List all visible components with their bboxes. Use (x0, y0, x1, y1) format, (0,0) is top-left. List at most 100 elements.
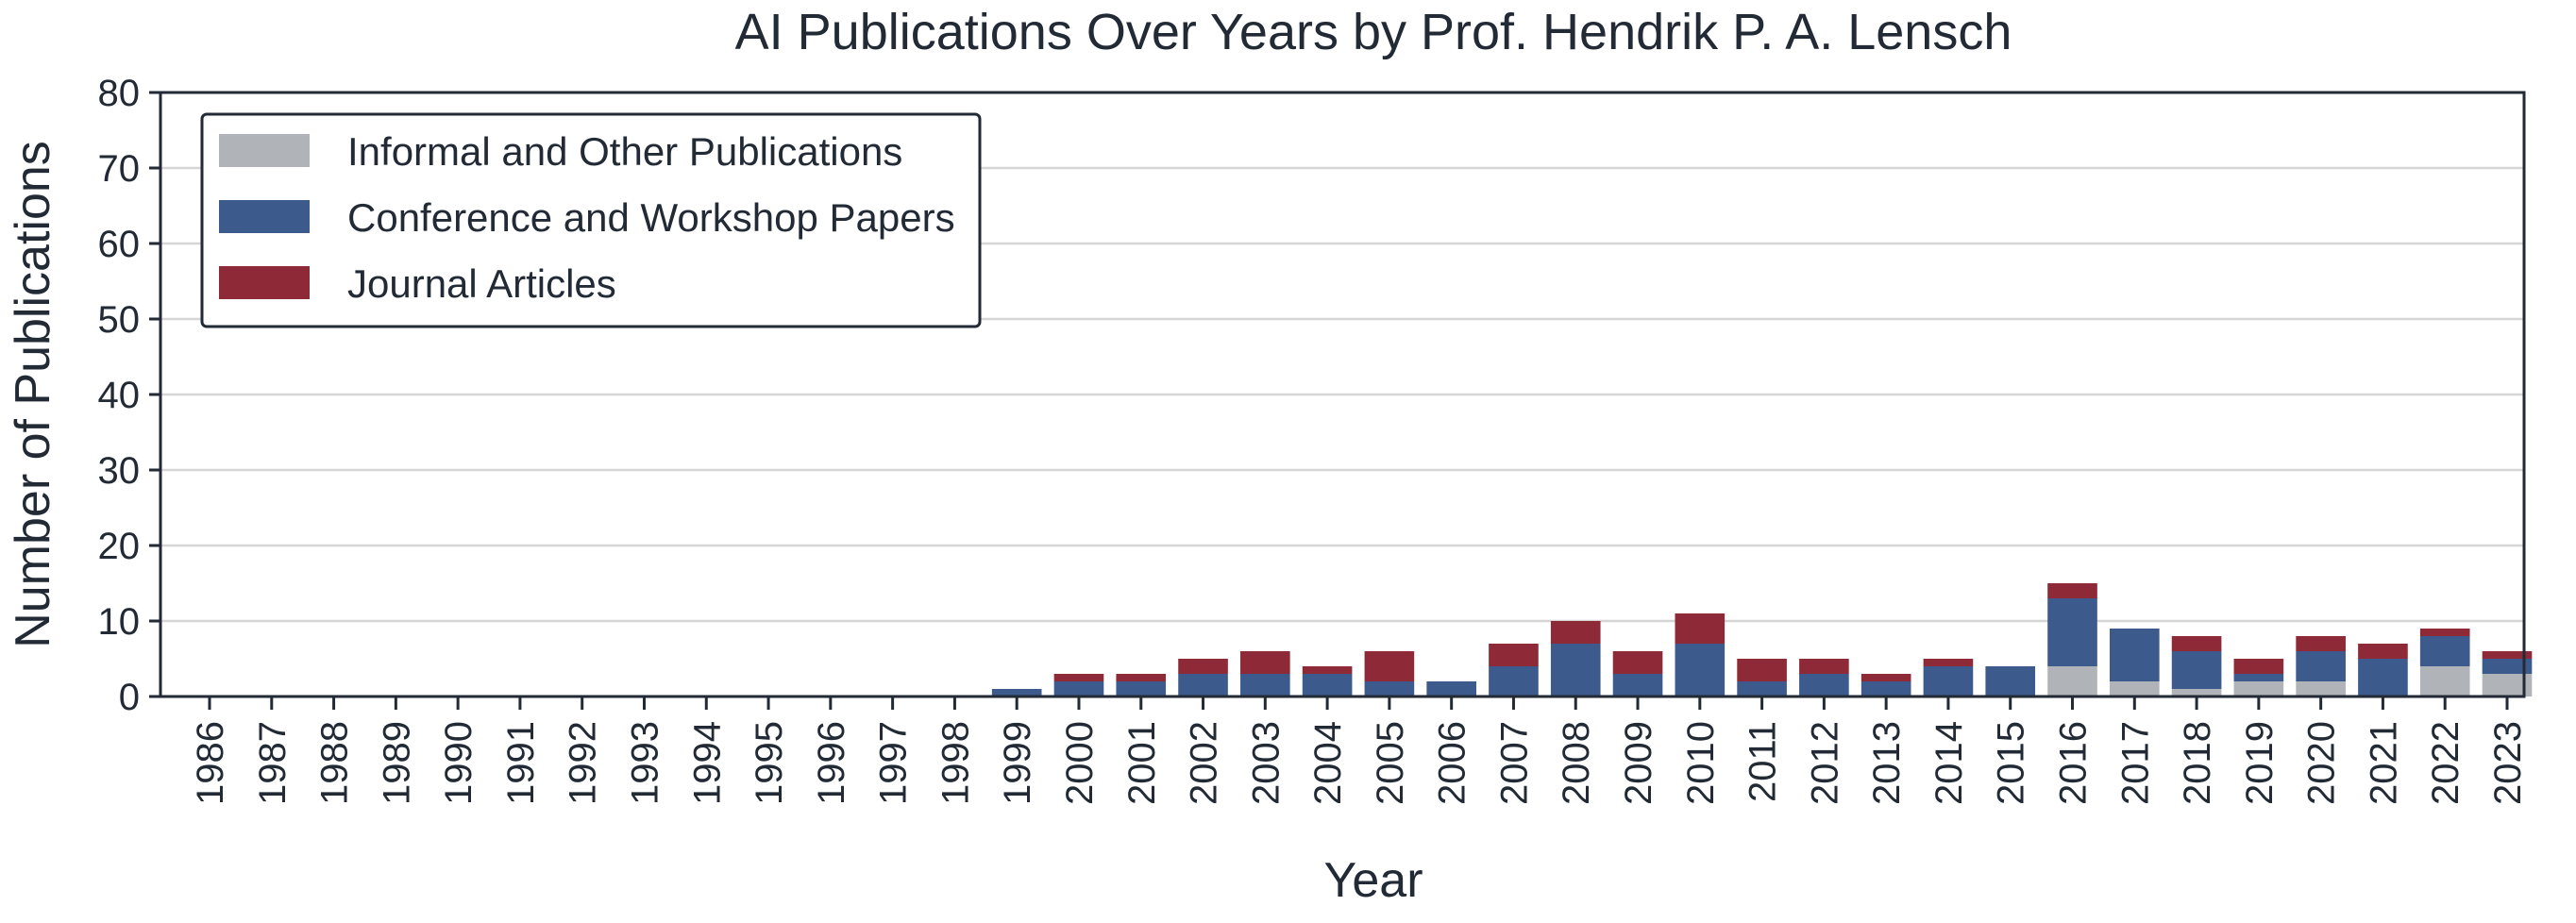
bar-segment-2007-series-1 (1489, 666, 1539, 696)
bar-segment-2008-series-1 (1550, 644, 1601, 696)
bar-segment-2018-series-1 (2171, 651, 2222, 689)
x-tick-label: 1995 (749, 721, 790, 805)
x-tick-label: 1996 (811, 721, 852, 805)
x-tick-label: 2001 (1121, 721, 1163, 805)
x-tick-label: 1997 (873, 721, 915, 805)
bar-segment-2000-series-1 (1053, 681, 1104, 696)
x-tick-label: 2023 (2487, 721, 2529, 805)
legend-label: Conference and Workshop Papers (347, 195, 955, 240)
bar-segment-2013-series-2 (1860, 674, 1911, 681)
legend: Informal and Other Publications Conferenc… (200, 112, 982, 328)
x-tick-label: 2022 (2425, 721, 2467, 805)
bar-segment-2014-series-2 (1923, 659, 1974, 666)
bar-segment-2020-series-1 (2296, 651, 2346, 681)
bar-segment-2017-series-1 (2109, 629, 2160, 681)
x-tick-label: 2004 (1307, 721, 1349, 805)
x-axis-label: Year (1323, 853, 1423, 908)
bar-segment-2015-series-1 (1985, 666, 2036, 696)
bar-segment-2022-series-0 (2419, 666, 2470, 696)
legend-label: Journal Articles (347, 261, 616, 306)
x-tick-label: 2002 (1184, 721, 1225, 805)
bar-segment-2011-series-1 (1737, 681, 1787, 696)
y-tick-label: 10 (98, 601, 141, 643)
x-tick-label: 2021 (2363, 721, 2404, 805)
y-tick-label: 0 (119, 677, 140, 718)
x-tick-label: 2020 (2301, 721, 2343, 805)
bar-segment-2018-series-0 (2171, 689, 2222, 696)
y-tick-label: 80 (98, 73, 141, 114)
legend-swatch (219, 266, 310, 299)
y-axis-label: Number of Publications (6, 141, 60, 648)
y-tick-label: 30 (98, 450, 141, 492)
bar-segment-2001-series-2 (1116, 674, 1167, 681)
x-tick-label: 1994 (686, 721, 728, 805)
bar-segment-2022-series-2 (2419, 629, 2470, 636)
bar-segment-2005-series-2 (1364, 651, 1415, 681)
bar-segment-2022-series-1 (2419, 636, 2470, 666)
bar-segment-2020-series-2 (2296, 636, 2346, 651)
x-axis: 1986 1987 1988 1989 1990 1991 1992 1993 1994 1995… (190, 696, 2529, 805)
bar-segment-2021-series-1 (2358, 659, 2408, 696)
bar-segment-2017-series-0 (2109, 681, 2160, 696)
x-tick-label: 2015 (1991, 721, 2032, 805)
bar-segment-2012-series-1 (1799, 674, 1849, 696)
x-tick-label: 2003 (1245, 721, 1287, 805)
x-tick-label: 2007 (1493, 721, 1535, 805)
x-tick-label: 2019 (2239, 721, 2281, 805)
y-tick-label: 20 (98, 526, 141, 567)
bar-segment-2003-series-1 (1240, 674, 1290, 696)
bar-segment-2016-series-1 (2047, 598, 2097, 666)
bar-segment-2004-series-2 (1302, 666, 1353, 674)
x-tick-label: 1991 (500, 721, 542, 805)
bar-segment-2018-series-2 (2171, 636, 2222, 651)
bar-segment-2010-series-1 (1675, 644, 1726, 696)
x-tick-label: 1993 (624, 721, 665, 805)
y-tick-label: 60 (98, 224, 141, 265)
y-tick-label: 40 (98, 375, 141, 416)
bar-segment-2013-series-1 (1860, 681, 1911, 696)
bar-segment-2012-series-2 (1799, 659, 1849, 674)
x-tick-label: 2000 (1059, 721, 1101, 805)
x-tick-label: 2006 (1432, 721, 1473, 805)
x-tick-label: 2010 (1680, 721, 1722, 805)
x-tick-label: 2016 (2053, 721, 2095, 805)
bar-segment-2019-series-0 (2233, 681, 2284, 696)
bar-segment-2008-series-2 (1550, 621, 1601, 644)
bar-segment-2016-series-2 (2047, 583, 2097, 598)
legend-swatch (219, 134, 310, 167)
x-tick-label: 1986 (190, 721, 231, 805)
legend-swatch (219, 200, 310, 233)
x-tick-label: 2008 (1556, 721, 1597, 805)
x-tick-label: 2018 (2177, 721, 2218, 805)
bar-segment-2002-series-1 (1178, 674, 1228, 696)
x-tick-label: 1992 (563, 721, 604, 805)
x-tick-label: 2005 (1370, 721, 1411, 805)
x-tick-label: 1999 (997, 721, 1038, 805)
bar-segment-2010-series-2 (1675, 613, 1726, 644)
y-tick-label: 70 (98, 148, 141, 190)
bar-segment-2007-series-2 (1489, 644, 1539, 666)
x-tick-label: 1987 (252, 721, 294, 805)
x-tick-label: 2011 (1743, 721, 1784, 802)
legend-label: Informal and Other Publications (347, 129, 902, 174)
bar-segment-2004-series-1 (1302, 674, 1353, 696)
y-tick-label: 50 (98, 299, 141, 341)
bar-segment-2023-series-1 (2482, 659, 2533, 674)
bar-segment-2014-series-1 (1923, 666, 1974, 696)
bar-segment-2023-series-2 (2482, 651, 2533, 659)
x-tick-label: 1998 (934, 721, 976, 805)
x-tick-label: 2017 (2114, 721, 2156, 805)
chart-title: AI Publications Over Years by Prof. Hend… (735, 4, 2012, 60)
bar-segment-2011-series-2 (1737, 659, 1787, 681)
bar-segment-1999-series-1 (991, 689, 1042, 696)
x-tick-label: 2012 (1804, 721, 1845, 805)
bar-segment-2009-series-1 (1612, 674, 1663, 696)
bar-segment-2016-series-0 (2047, 666, 2097, 696)
bar-segment-2001-series-1 (1116, 681, 1167, 696)
bar-segment-2005-series-1 (1364, 681, 1415, 696)
bar-segment-2020-series-0 (2296, 681, 2346, 696)
bar-segment-2003-series-2 (1240, 651, 1290, 674)
y-axis: 0 10 20 30 40 50 60 70 80 (98, 73, 160, 718)
